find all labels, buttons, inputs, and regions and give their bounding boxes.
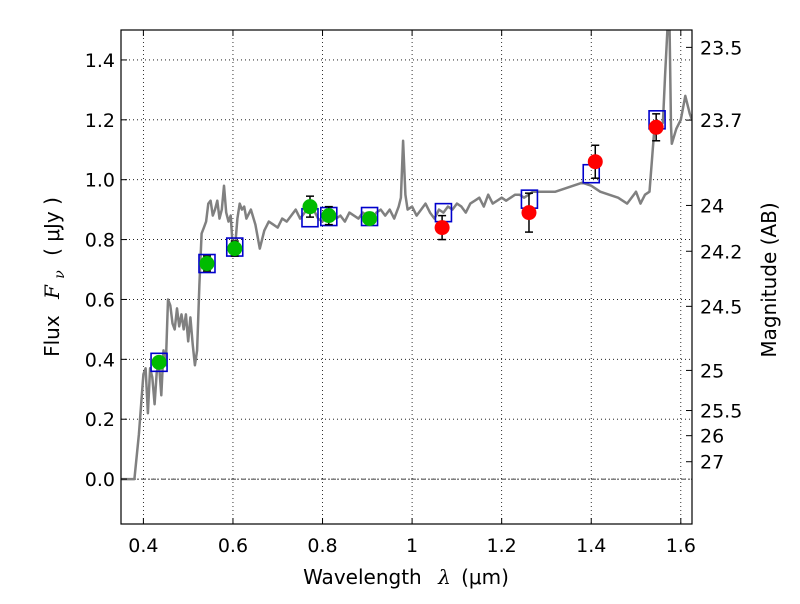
y-axis-label: Flux F ν ( μJy ) <box>40 197 69 357</box>
y-tick-label: 0.4 <box>85 349 115 371</box>
right-axis-label: Magnitude (AB) <box>757 202 781 357</box>
model-flux-box <box>198 253 216 274</box>
x-tick-label: 1 <box>406 535 418 557</box>
mag-tick-label: 25.5 <box>700 401 742 423</box>
y-axis-label-symbol: F <box>40 284 64 300</box>
infrared-point <box>434 220 450 236</box>
mag-tick-label: 24 <box>700 195 724 217</box>
x-tick-label: 1.2 <box>487 535 517 557</box>
mag-tick-label: 23.7 <box>700 110 742 132</box>
mag-tick-label: 23.5 <box>700 37 742 59</box>
x-tick-label: 0.4 <box>128 535 158 557</box>
y-tick-label: 0.8 <box>85 230 115 252</box>
optical-point <box>362 211 378 227</box>
infrared-point <box>648 119 664 135</box>
grid <box>121 30 692 524</box>
mag-tick-label: 27 <box>700 452 724 474</box>
y-tick-label: 1.2 <box>85 110 115 132</box>
y-tick-label: 1.0 <box>85 170 115 192</box>
model-flux-box <box>150 352 168 373</box>
y-tick-label: 0.0 <box>85 469 115 491</box>
y-axis-label-text: Flux <box>40 315 64 357</box>
mag-tick-label: 24.5 <box>700 296 742 318</box>
plot-frame <box>120 29 693 525</box>
y-axis-label-unit: ( μJy ) <box>40 197 64 256</box>
x-axis-label: Wavelength λ (μm) <box>303 565 509 589</box>
optical-point <box>199 256 215 272</box>
mag-tick-label: 24.2 <box>700 241 742 263</box>
x-tick-label: 0.8 <box>307 535 337 557</box>
optical-point <box>302 199 318 215</box>
x-axis-label-symbol: λ <box>437 565 451 589</box>
x-tick-label: 1.4 <box>576 535 606 557</box>
optical-point <box>227 241 243 257</box>
x-tick-label: 1.6 <box>666 535 696 557</box>
x-axis-label-unit: (μm) <box>461 565 509 589</box>
x-axis-label-text: Wavelength <box>303 565 422 589</box>
x-tick-label: 0.6 <box>218 535 248 557</box>
plot-area <box>121 30 692 481</box>
y-tick-label: 0.6 <box>85 289 115 311</box>
mag-tick-label: 26 <box>700 426 724 448</box>
sed-template-curve <box>121 30 692 481</box>
optical-point <box>321 208 337 224</box>
optical-point <box>151 354 167 370</box>
y-tick-label: 0.2 <box>85 409 115 431</box>
y-tick-label: 1.4 <box>85 50 115 72</box>
mag-tick-label: 25 <box>700 360 724 382</box>
axis-ticks: 0.4 0.6 0.8 1 1.2 1.4 1.6 0.0 0.2 0.4 0.6 0.8 1.0 1.2… <box>85 30 742 557</box>
y-axis-label-subscript: ν <box>52 270 68 279</box>
infrared-point <box>587 154 603 170</box>
infrared-point <box>521 205 537 221</box>
